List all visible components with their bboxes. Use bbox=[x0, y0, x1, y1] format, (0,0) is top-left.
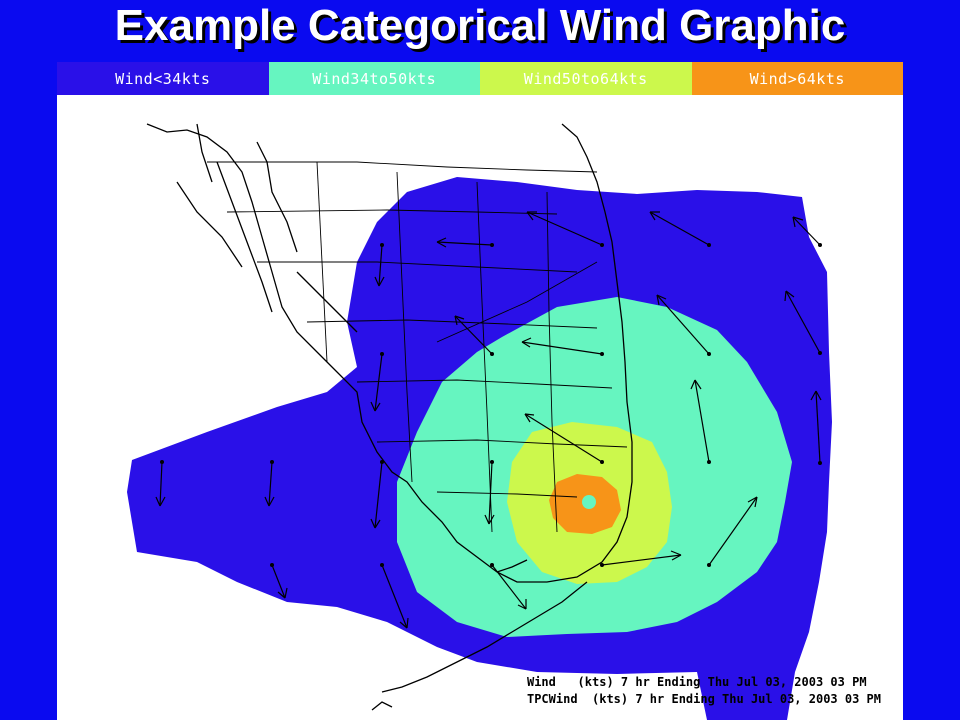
legend-item-above-64: Wind>64kts bbox=[691, 62, 903, 95]
slide-title: Example Categorical Wind Graphic bbox=[114, 1, 846, 50]
boundary-lines bbox=[207, 161, 628, 533]
legend-item-34-to-50: Wind34to50kts bbox=[268, 62, 480, 95]
map-canvas bbox=[127, 123, 832, 720]
legend-item-below-34: Wind<34kts bbox=[57, 62, 269, 95]
wind-map: Wind<34kts Wind34to50kts Wind50to64kts W… bbox=[57, 62, 903, 720]
hurricane-eye bbox=[582, 495, 596, 509]
footer-line-wind: Wind (kts) 7 hr Ending Thu Jul 03, 2003 … bbox=[526, 675, 867, 689]
coastline bbox=[146, 123, 633, 711]
wind-arrow-bases bbox=[160, 243, 822, 567]
legend-item-50-to-64: Wind50to64kts bbox=[480, 62, 692, 95]
legend: Wind<34kts Wind34to50kts Wind50to64kts W… bbox=[57, 62, 903, 95]
map-footer: Wind (kts) 7 hr Ending Thu Jul 03, 2003 … bbox=[527, 674, 881, 708]
footer-line-tpcwind: TPCWind (kts) 7 hr Ending Thu Jul 03, 20… bbox=[526, 692, 881, 706]
wind-arrows bbox=[155, 211, 822, 629]
